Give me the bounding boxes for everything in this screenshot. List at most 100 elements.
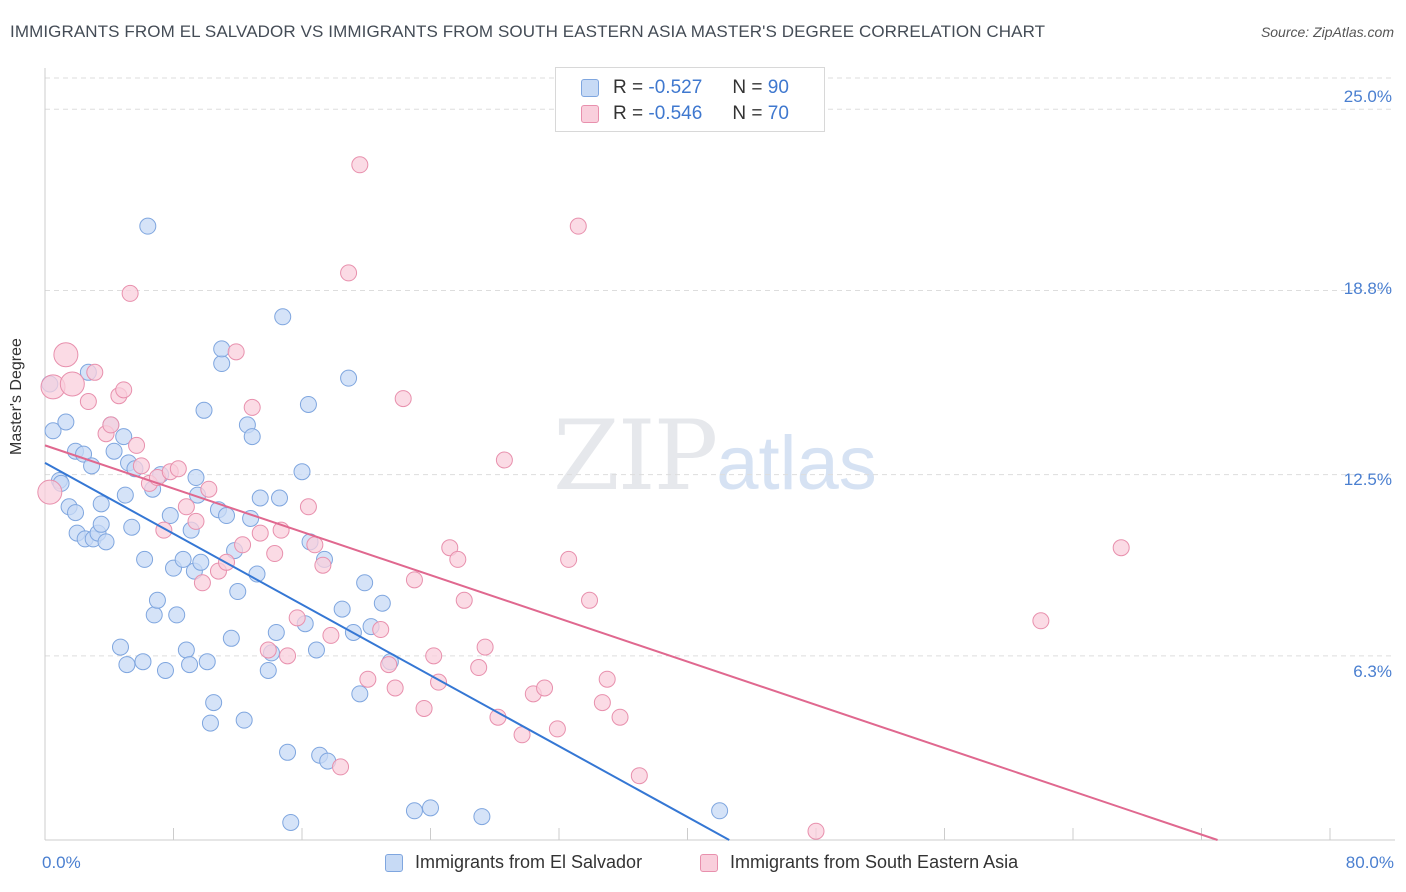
se-asia-point	[128, 436, 146, 454]
se-asia-point	[121, 284, 139, 302]
el-salvador-trend-line	[44, 462, 730, 841]
se-asia-point	[569, 217, 587, 235]
el-salvador-point	[198, 653, 216, 671]
el-salvador-point	[267, 623, 285, 641]
se-asia-point	[79, 393, 97, 411]
se-asia-point	[37, 479, 63, 505]
se-asia-point	[581, 591, 599, 609]
el-salvador-point	[75, 445, 93, 463]
se-asia-point	[115, 381, 133, 399]
chart-title: IMMIGRANTS FROM EL SALVADOR VS IMMIGRANT…	[10, 22, 1046, 41]
el-salvador-point	[229, 583, 247, 601]
el-salvador-point	[115, 428, 133, 446]
se-asia-point	[266, 545, 284, 563]
se-asia-point	[441, 539, 459, 557]
se-asia-point	[259, 641, 277, 659]
trend-lines	[44, 444, 1218, 841]
el-salvador-point	[195, 401, 213, 419]
el-salvador-point	[711, 802, 729, 820]
data-points	[37, 156, 1130, 840]
r-label: R =	[613, 103, 644, 124]
se-asia-point	[306, 536, 324, 554]
el-salvador-point	[134, 653, 152, 671]
source-label: Source: ZipAtlas.com	[1260, 24, 1394, 40]
el-salvador-point	[67, 504, 85, 522]
se-asia-point	[598, 670, 616, 688]
se-asia-point	[449, 550, 467, 568]
se-asia-point	[425, 647, 443, 665]
se-asia-point	[415, 699, 433, 717]
se-asia-point	[200, 480, 218, 498]
n-value: 90	[767, 77, 789, 98]
se-asia-point	[1032, 612, 1050, 630]
el-salvador-point	[201, 714, 219, 732]
r-value: -0.546	[648, 103, 703, 124]
se-asia-point	[372, 621, 390, 639]
el-salvador-point	[293, 463, 311, 481]
el-salvador-point	[92, 515, 110, 533]
el-salvador-point	[279, 743, 297, 761]
el-salvador-point	[235, 711, 253, 729]
se-asia-point	[386, 679, 404, 697]
el-salvador-point	[105, 442, 123, 460]
se-asia-point	[476, 638, 494, 656]
el-salvador-point	[181, 656, 199, 674]
el-salvador-point	[97, 533, 115, 551]
el-salvador-point	[473, 808, 491, 826]
el-salvador-point	[136, 550, 154, 568]
x-tick-label-min: 0.0%	[42, 853, 81, 872]
se-asia-point	[177, 498, 195, 516]
el-salvador-point	[282, 813, 300, 831]
se-asia-point	[86, 363, 104, 381]
n-value: 70	[767, 103, 789, 124]
watermark-atlas: atlas	[716, 421, 877, 506]
el-salvador-point	[243, 428, 261, 446]
el-salvador-point	[373, 594, 391, 612]
el-salvador-point	[139, 217, 157, 235]
el-salvador-point	[168, 606, 186, 624]
y-tick-label: 18.8%	[1343, 279, 1392, 298]
el-salvador-point	[187, 469, 205, 487]
el-salvador-point	[116, 486, 134, 504]
el-salvador-point	[213, 340, 231, 358]
series-name: Immigrants from South Eastern Asia	[730, 852, 1019, 872]
se-asia-point	[314, 556, 332, 574]
el-salvador-point	[307, 641, 325, 659]
se-asia-point	[380, 656, 398, 674]
correlation-legend: R = -0.527 N = 90 R = -0.546 N = 70	[555, 67, 825, 132]
x-tick-label-max: 80.0%	[1345, 853, 1394, 872]
n-label: N =	[732, 77, 763, 98]
el-salvador-point	[123, 518, 141, 536]
el-salvador-point	[92, 495, 110, 513]
se-asia-point	[560, 550, 578, 568]
se-asia-point	[611, 708, 629, 726]
el-salvador-point	[259, 661, 277, 679]
el-salvador-point	[57, 413, 75, 431]
se-asia-point	[807, 822, 825, 840]
y-tick-label: 25.0%	[1343, 87, 1392, 106]
se-asia-point	[53, 342, 79, 368]
se-asia-point	[132, 457, 150, 475]
el-salvador-point	[156, 661, 174, 679]
series-legend-el-salvador: Immigrants from El Salvador	[385, 852, 642, 873]
el-salvador-point	[148, 591, 166, 609]
se-asia-point	[351, 156, 369, 174]
zipatlas-watermark: ZIPatlas	[553, 400, 877, 512]
se-asia-point	[243, 398, 261, 416]
legend-row-el-salvador: R = -0.527 N = 90	[581, 77, 789, 99]
se-asia-point	[1112, 539, 1130, 557]
se-asia-point	[193, 574, 211, 592]
el-salvador-point	[118, 656, 136, 674]
se-asia-point	[187, 512, 205, 530]
y-axis-label: Master's Degree	[8, 338, 25, 455]
se-asia-point	[630, 767, 648, 785]
el-salvador-point	[161, 507, 179, 525]
r-value: -0.527	[648, 77, 703, 98]
el-salvador-point	[356, 574, 374, 592]
se-asia-point	[322, 626, 340, 644]
pink-swatch-icon	[700, 853, 718, 872]
el-salvador-point	[177, 641, 195, 659]
y-tick-label: 12.5%	[1343, 470, 1392, 489]
y-tick-label: 6.3%	[1353, 662, 1392, 681]
